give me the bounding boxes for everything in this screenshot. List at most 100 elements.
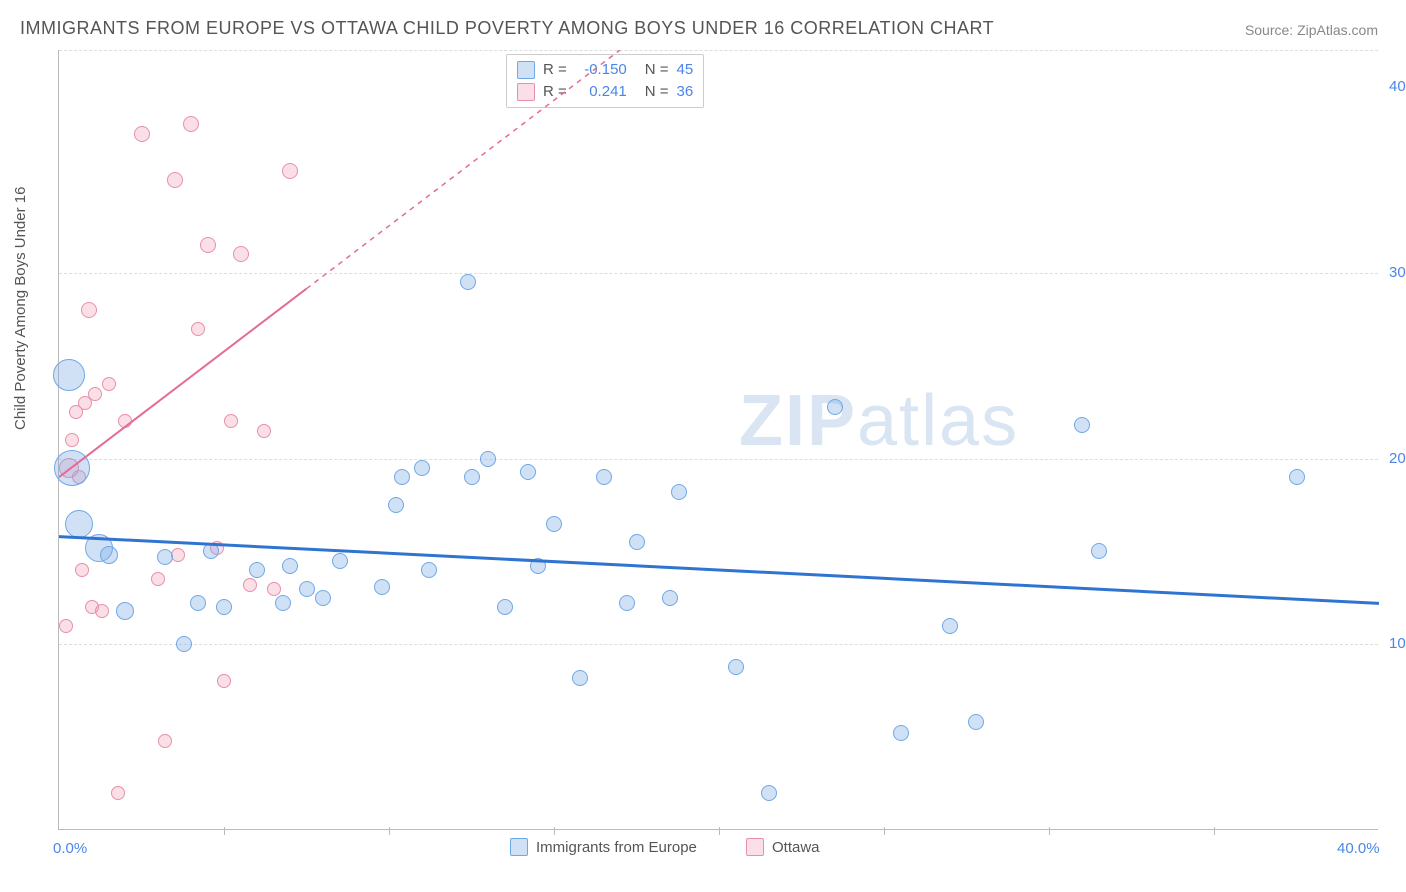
data-point-immigrants	[299, 581, 315, 597]
data-point-immigrants	[65, 510, 93, 538]
data-point-ottawa	[167, 172, 183, 188]
data-point-immigrants	[1091, 543, 1107, 559]
data-point-immigrants	[282, 558, 298, 574]
data-point-ottawa	[134, 126, 150, 142]
data-point-immigrants	[315, 590, 331, 606]
data-point-ottawa	[171, 548, 185, 562]
data-point-immigrants	[464, 469, 480, 485]
data-point-ottawa	[243, 578, 257, 592]
data-point-immigrants	[374, 579, 390, 595]
trend-overlay	[59, 50, 1379, 830]
data-point-immigrants	[1289, 469, 1305, 485]
data-point-immigrants	[671, 484, 687, 500]
data-point-immigrants	[421, 562, 437, 578]
data-point-immigrants	[203, 543, 219, 559]
source-credits: Source: ZipAtlas.com	[1245, 22, 1378, 38]
data-point-ottawa	[158, 734, 172, 748]
data-point-ottawa	[282, 163, 298, 179]
grid-line-h	[59, 50, 1378, 51]
data-point-ottawa	[75, 563, 89, 577]
data-point-immigrants	[275, 595, 291, 611]
grid-line-h	[59, 644, 1378, 645]
data-point-immigrants	[968, 714, 984, 730]
data-point-immigrants	[596, 469, 612, 485]
y-tick-label: 20.0%	[1389, 450, 1406, 467]
legend-n-value: 45	[677, 59, 694, 81]
data-point-immigrants	[942, 618, 958, 634]
bottom-legend-label: Immigrants from Europe	[536, 839, 697, 856]
data-point-immigrants	[54, 450, 90, 486]
data-point-ottawa	[191, 322, 205, 336]
data-point-immigrants	[460, 274, 476, 290]
data-point-immigrants	[761, 785, 777, 801]
watermark: ZIPatlas	[739, 380, 1019, 462]
data-point-immigrants	[480, 451, 496, 467]
legend-swatch-ottawa	[517, 83, 535, 101]
y-tick-label: 40.0%	[1389, 78, 1406, 95]
legend-r-value: 0.241	[575, 81, 627, 103]
data-point-immigrants	[546, 516, 562, 532]
data-point-ottawa	[217, 674, 231, 688]
y-tick-label: 10.0%	[1389, 635, 1406, 652]
legend-r-label: R =	[543, 59, 567, 81]
data-point-immigrants	[53, 359, 85, 391]
x-tick	[1214, 827, 1215, 835]
data-point-immigrants	[414, 460, 430, 476]
legend-n-value: 36	[677, 81, 694, 103]
data-point-immigrants	[394, 469, 410, 485]
watermark-bold: ZIP	[739, 381, 857, 461]
legend-row-immigrants: R = -0.150 N = 45	[517, 59, 693, 81]
grid-line-h	[59, 273, 1378, 274]
x-tick	[719, 827, 720, 835]
data-point-ottawa	[118, 414, 132, 428]
correlation-legend: R = -0.150 N = 45R = 0.241 N = 36	[506, 54, 704, 108]
data-point-immigrants	[332, 553, 348, 569]
data-point-immigrants	[116, 602, 134, 620]
data-point-ottawa	[59, 619, 73, 633]
data-point-immigrants	[827, 399, 843, 415]
data-point-immigrants	[190, 595, 206, 611]
data-point-immigrants	[619, 595, 635, 611]
chart-title: IMMIGRANTS FROM EUROPE VS OTTAWA CHILD P…	[20, 18, 994, 39]
legend-n-label: N =	[645, 81, 669, 103]
legend-r-value: -0.150	[575, 59, 627, 81]
y-axis-title: Child Poverty Among Boys Under 16	[12, 187, 29, 430]
data-point-immigrants	[530, 558, 546, 574]
legend-swatch-immigrants	[517, 61, 535, 79]
data-point-ottawa	[257, 424, 271, 438]
data-point-immigrants	[388, 497, 404, 513]
data-point-ottawa	[200, 237, 216, 253]
legend-row-ottawa: R =0.241N =36	[517, 81, 693, 103]
data-point-immigrants	[728, 659, 744, 675]
data-point-immigrants	[572, 670, 588, 686]
grid-line-h	[59, 459, 1378, 460]
data-point-immigrants	[893, 725, 909, 741]
data-point-immigrants	[1074, 417, 1090, 433]
data-point-ottawa	[95, 604, 109, 618]
data-point-ottawa	[233, 246, 249, 262]
x-tick-label: 40.0%	[1337, 840, 1380, 857]
bottom-swatch-immigrants	[510, 838, 528, 856]
y-tick-label: 30.0%	[1389, 264, 1406, 281]
trend-line-ottawa	[59, 289, 307, 477]
data-point-ottawa	[183, 116, 199, 132]
bottom-legend-ottawa: Ottawa	[746, 838, 820, 856]
bottom-swatch-ottawa	[746, 838, 764, 856]
x-tick-label: 0.0%	[53, 840, 87, 857]
legend-n-label: N =	[645, 59, 669, 81]
x-tick	[389, 827, 390, 835]
data-point-immigrants	[157, 549, 173, 565]
data-point-immigrants	[497, 599, 513, 615]
x-tick	[1049, 827, 1050, 835]
source-label: Source:	[1245, 22, 1297, 38]
data-point-immigrants	[662, 590, 678, 606]
data-point-ottawa	[81, 302, 97, 318]
data-point-ottawa	[102, 377, 116, 391]
x-tick	[884, 827, 885, 835]
x-tick	[224, 827, 225, 835]
data-point-ottawa	[224, 414, 238, 428]
data-point-ottawa	[65, 433, 79, 447]
data-point-ottawa	[88, 387, 102, 401]
bottom-legend-immigrants: Immigrants from Europe	[510, 838, 697, 856]
bottom-legend-label: Ottawa	[772, 839, 820, 856]
